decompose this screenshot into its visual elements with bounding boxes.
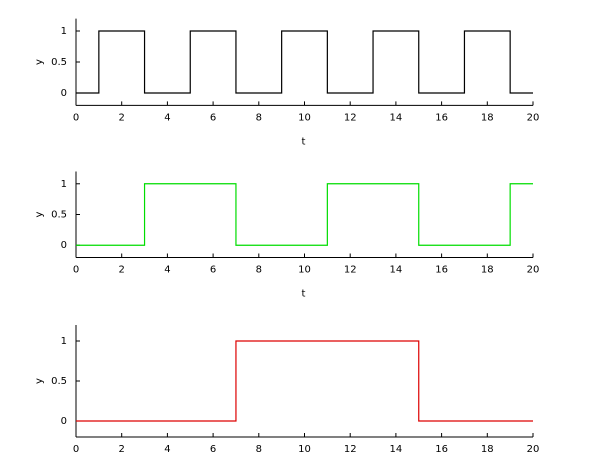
x-tick-label: 4 [164,444,170,455]
x-tick-label: 10 [298,112,311,123]
y-tick-label: 1 [61,179,67,190]
x-tick-label: 18 [481,265,494,276]
x-tick-label: 14 [390,112,403,123]
x-tick-label: 20 [527,444,540,455]
x-tick-label: 2 [119,444,125,455]
x-tick-label: 10 [298,265,311,276]
x-tick-label: 16 [435,112,448,123]
y-tick-label: 0.5 [51,210,67,221]
y-axis-label: y [34,378,45,384]
x-tick-label: 14 [390,265,403,276]
y-tick-label: 0 [61,416,67,427]
series-line [76,340,533,422]
y-tick-label: 0 [61,240,67,251]
x-tick-label: 6 [210,444,216,455]
series-line [76,183,533,246]
x-tick-label: 0 [73,112,79,123]
x-tick-label: 20 [527,265,540,276]
x-tick-label: 0 [73,444,79,455]
series-line [76,30,533,94]
y-tick-label: 0.5 [51,376,67,387]
x-tick-label: 4 [164,265,170,276]
x-tick-label: 10 [298,444,311,455]
x-tick-label: 8 [256,444,262,455]
x-axis-label: t [302,289,306,300]
y-tick-label: 1 [61,26,67,37]
x-tick-label: 2 [119,112,125,123]
x-tick-label: 4 [164,112,170,123]
y-tick-label: 0.5 [51,57,67,68]
x-tick-label: 18 [481,112,494,123]
x-tick-label: 16 [435,265,448,276]
x-tick-label: 14 [390,444,403,455]
y-tick-label: 1 [61,336,67,347]
x-tick-label: 12 [344,444,357,455]
y-axis-label: y [34,59,45,65]
x-tick-label: 2 [119,265,125,276]
x-tick-label: 12 [344,112,357,123]
y-axis-label: y [34,211,45,217]
x-tick-label: 16 [435,444,448,455]
x-tick-label: 20 [527,112,540,123]
x-tick-label: 8 [256,265,262,276]
x-tick-label: 18 [481,444,494,455]
x-tick-label: 6 [210,265,216,276]
x-axis-label: t [302,136,306,147]
x-tick-label: 6 [210,112,216,123]
x-tick-label: 12 [344,265,357,276]
x-tick-label: 0 [73,265,79,276]
x-tick-label: 8 [256,112,262,123]
y-tick-label: 0 [61,88,67,99]
